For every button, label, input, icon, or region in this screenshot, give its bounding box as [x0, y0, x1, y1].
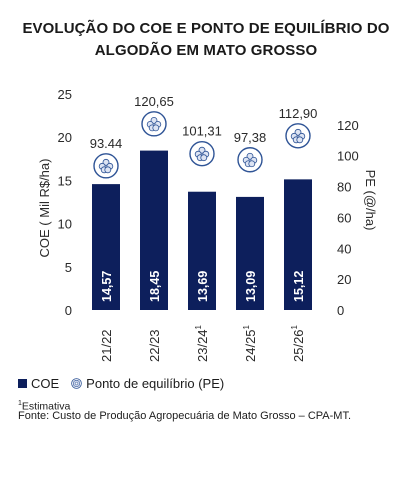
coe-bar	[236, 196, 264, 310]
y2-tick-label: 0	[337, 303, 344, 318]
coe-bar	[140, 150, 168, 310]
coe-value-label: 13,09	[244, 271, 258, 302]
x-tick-sup: 1	[242, 324, 251, 329]
pe-marker	[93, 153, 119, 179]
y2-tick-label: 120	[337, 118, 359, 133]
y2-tick-label: 40	[337, 241, 351, 256]
chart-legend: COE Ponto de equilíbrio (PE)	[18, 376, 224, 391]
source-note: Fonte: Custo de Produção Agropecuária de…	[18, 410, 352, 422]
coe-value-label: 15,12	[292, 271, 306, 302]
x-tick-label: 23/241	[194, 324, 210, 362]
chart-title-line-1: EVOLUÇÃO DO COE E PONTO DE EQUILÍBRIO DO	[22, 20, 390, 37]
pe-value-label: 97,38	[234, 130, 267, 145]
pe-marker	[189, 140, 215, 167]
pe-value-label: 112,90	[279, 106, 318, 121]
y-tick-label: 25	[58, 87, 72, 102]
y-tick-label: 5	[65, 260, 72, 275]
legend-coe-swatch	[18, 379, 27, 388]
footnote-marker: 1	[18, 400, 22, 407]
footnote: 1Estimativa	[18, 396, 70, 415]
x-tick-label: 24/251	[242, 324, 258, 362]
y-tick-label: 20	[58, 130, 72, 145]
pe-marker	[141, 111, 167, 137]
coe-bar	[284, 179, 312, 310]
x-tick-sup: 1	[194, 324, 203, 329]
legend-pe-icon	[71, 378, 82, 389]
x-tick-label: 25/261	[290, 324, 306, 362]
chart-title: EVOLUÇÃO DO COE E PONTO DE EQUILÍBRIO DO…	[0, 18, 412, 62]
y-tick-label: 10	[58, 217, 72, 232]
coe-value-label: 18,45	[148, 271, 162, 302]
pe-marker	[237, 147, 263, 173]
coe-value-label: 14,57	[100, 271, 114, 302]
chart-title-line-2: ALGODÃO EM MATO GROSSO	[94, 42, 318, 59]
y-axis-label: COE ( Mil R$/ha)	[37, 159, 52, 258]
legend-coe-label: COE	[31, 376, 60, 391]
y2-tick-label: 80	[337, 180, 351, 195]
y2-tick-label: 100	[337, 149, 359, 164]
pe-value-label: 93.44	[90, 136, 123, 151]
legend-pe-label: Ponto de equilíbrio (PE)	[86, 376, 225, 391]
pe-value-label: 101,31	[182, 124, 222, 139]
y-tick-label: 0	[65, 303, 72, 318]
y2-tick-label: 60	[337, 210, 351, 225]
y-tick-label: 15	[58, 173, 72, 188]
coe-bar	[92, 184, 120, 310]
footnote-text: Estimativa	[21, 400, 71, 413]
x-tick-sup: 1	[290, 324, 299, 329]
coe-bar	[188, 191, 216, 310]
coe-value-label: 13,69	[196, 271, 210, 302]
x-tick-label: 21/22	[99, 329, 114, 362]
x-tick-label: 22/23	[147, 329, 162, 362]
y2-tick-label: 20	[337, 272, 351, 287]
pe-marker	[285, 123, 311, 149]
y2-axis-label: PE (@/ha)	[363, 170, 378, 231]
bar-chart: 0 5 10 15 20 25 0 20 40 60 80 100 120 COE ( Mil R$/ha…	[37, 87, 378, 362]
pe-value-label: 120,65	[134, 94, 174, 109]
